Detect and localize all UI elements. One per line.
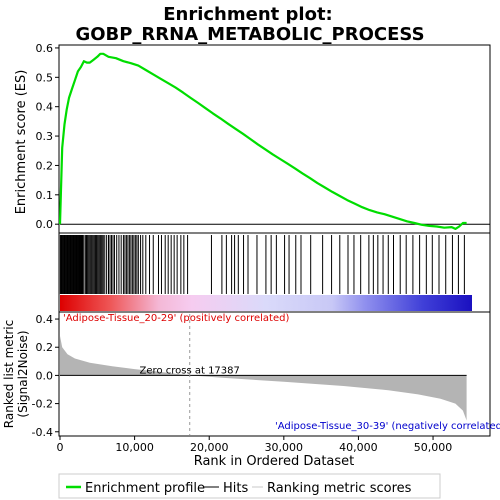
x-tick-label: 50,000 — [414, 441, 453, 454]
ranking-metric-panel: Zero cross at 17387 'Adipose-Tissue_20-2… — [2, 311, 500, 439]
metric-ytick-label: 0.4 — [36, 313, 54, 326]
metric-ytick-label: -0.4 — [32, 426, 53, 439]
metric-ytick-label: 0.2 — [36, 341, 54, 354]
positive-correlation-label: 'Adipose-Tissue_20-29' (positively corre… — [63, 313, 289, 324]
rank-color-bar — [60, 295, 472, 311]
legend-frame — [58, 473, 441, 499]
negative-correlation-label: 'Adipose-Tissue_30-39' (negatively corre… — [275, 421, 500, 432]
metric-axis-label-line2: (Signal2Noise) — [16, 330, 30, 417]
metric-ytick-label: -0.2 — [32, 398, 53, 411]
x-tick-label: 10,000 — [115, 441, 154, 454]
es-ytick-label: 0.3 — [36, 130, 54, 143]
chart-title-line2: GOBP_RRNA_METABOLIC_PROCESS — [75, 24, 424, 45]
x-tick-label: 20,000 — [190, 441, 229, 454]
x-axis-label: Rank in Ordered Dataset — [194, 454, 355, 469]
x-tick-label: 0 — [57, 441, 64, 454]
hits-panel — [58, 232, 491, 313]
x-axis: 0 10,000 20,000 30,000 40,000 50,000 — [57, 436, 453, 454]
enrichment-score-panel: 0.0 0.1 0.2 0.3 0.4 0.5 0.6 Enrichment score (… — [14, 42, 491, 234]
chart-title-line1: Enrichment plot: — [163, 4, 333, 25]
es-ytick-label: 0.0 — [36, 218, 54, 231]
x-tick-label: 40,000 — [339, 441, 378, 454]
es-ytick-label: 0.4 — [36, 101, 54, 114]
es-axis-label: Enrichment score (ES) — [14, 70, 29, 215]
es-ytick-label: 0.2 — [36, 159, 54, 172]
legend-metric-label: Ranking metric scores — [267, 481, 412, 496]
zero-cross-label: Zero cross at 17387 — [140, 365, 240, 376]
metric-axis-label-line1: Ranked list metric — [2, 320, 16, 428]
es-plot-frame — [58, 44, 491, 234]
es-ytick-label: 0.6 — [36, 42, 54, 55]
x-tick-label: 30,000 — [265, 441, 304, 454]
es-ytick-label: 0.5 — [36, 71, 54, 84]
ranking-metric-area — [60, 336, 467, 421]
enrichment-profile-line — [58, 52, 467, 230]
legend-hits-label: Hits — [223, 481, 248, 496]
metric-ytick-label: 0.0 — [36, 369, 54, 382]
es-ytick-label: 0.1 — [36, 189, 54, 202]
legend: Enrichment profile Hits Ranking metric s… — [58, 473, 441, 499]
metric-plot-frame — [58, 311, 491, 437]
legend-enrichment-label: Enrichment profile — [85, 481, 205, 496]
